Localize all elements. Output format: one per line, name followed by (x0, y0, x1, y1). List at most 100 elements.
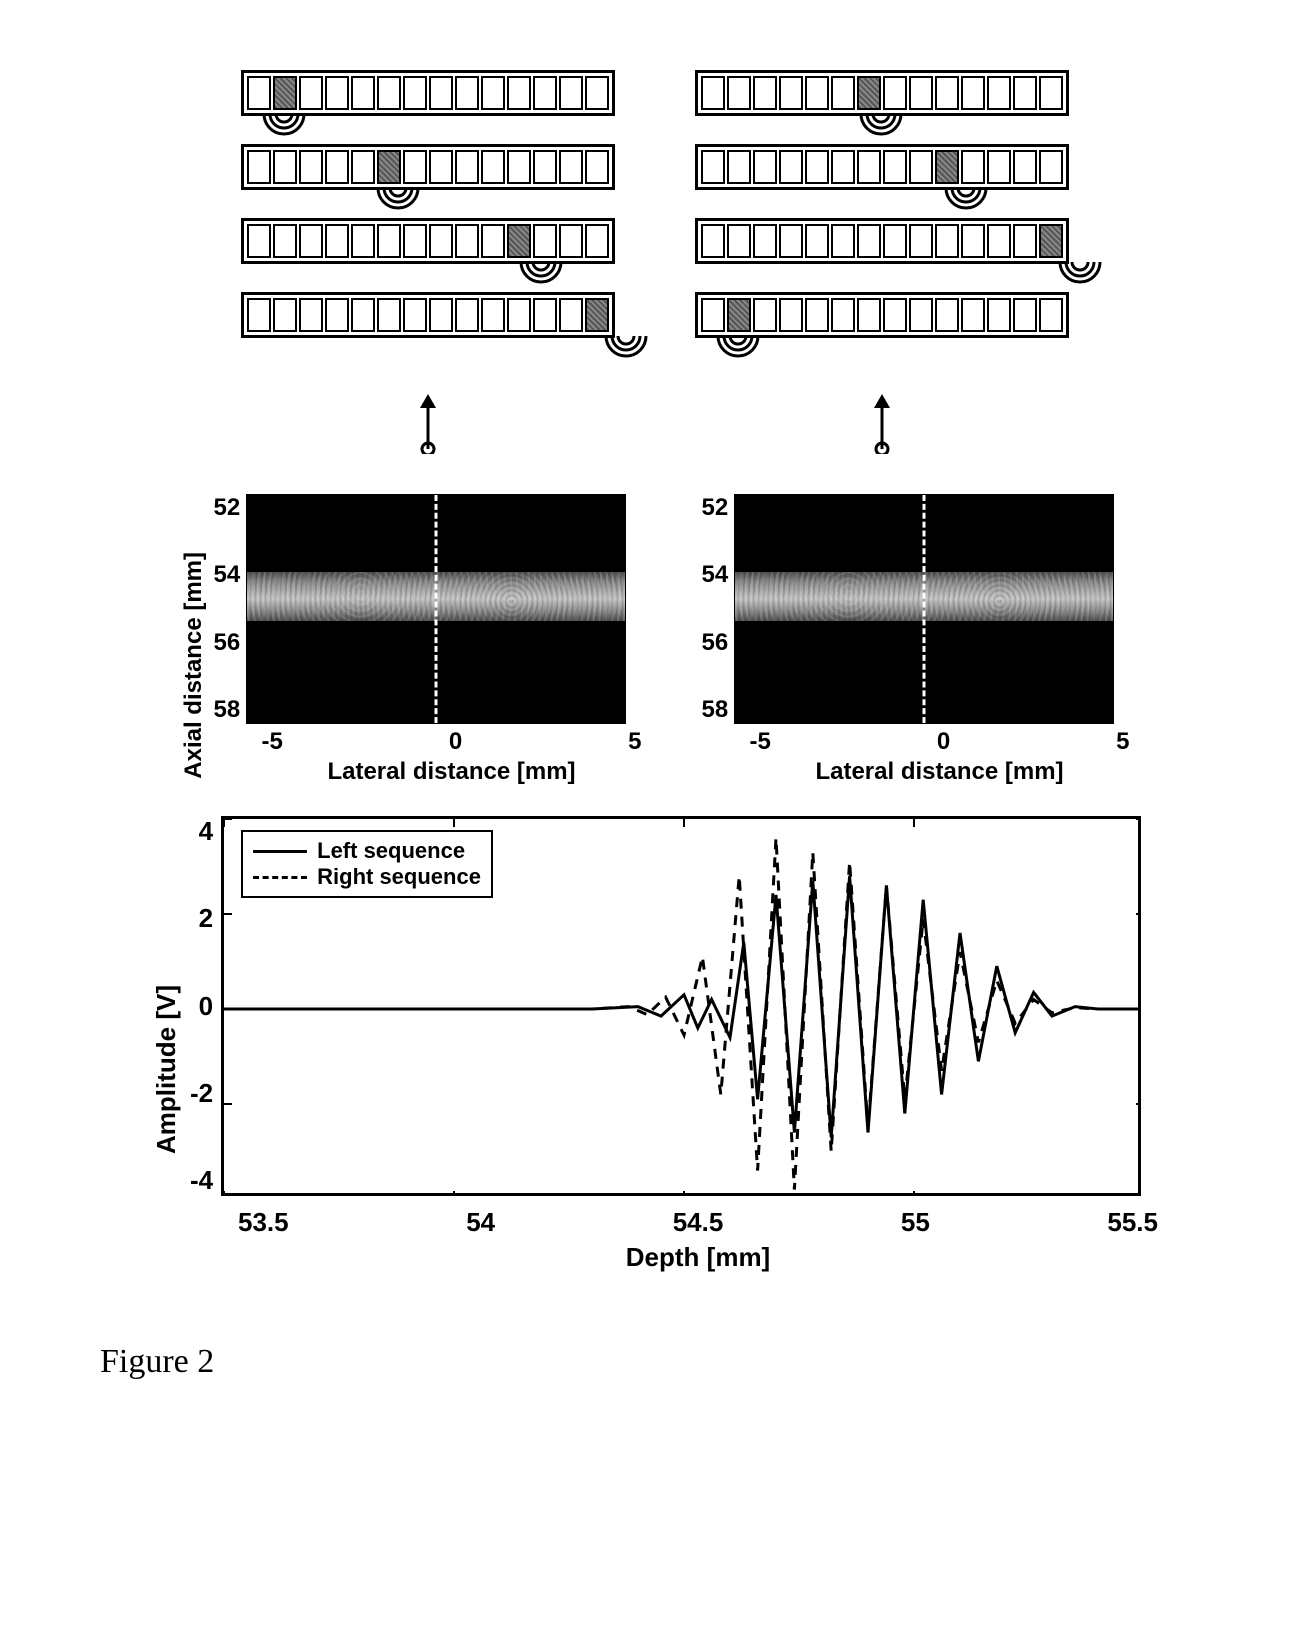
transducer-element (753, 298, 777, 332)
bmode-xticks: -5 0 5 (262, 728, 642, 756)
ytick: -2 (190, 1078, 213, 1109)
bmode-yticks: 52 54 56 58 (702, 494, 735, 724)
transducer-element (1013, 298, 1037, 332)
transducer-array (241, 292, 615, 338)
transducer-element (779, 150, 803, 184)
transducer-element-active (727, 298, 751, 332)
transducer-element (455, 298, 479, 332)
left-sequence-column (241, 70, 615, 454)
ytick: 52 (214, 494, 241, 522)
transducer-element (805, 76, 829, 110)
wave-arcs-row (695, 264, 1069, 292)
array-sequences-row (100, 70, 1209, 454)
transducer-element (585, 150, 609, 184)
transducer-element (481, 224, 505, 258)
wave-arcs-row (241, 264, 615, 292)
transducer-element-active (1039, 224, 1063, 258)
figure-caption: Figure 2 (100, 1343, 1209, 1381)
transducer-element (507, 150, 531, 184)
transducer-element (247, 298, 271, 332)
transducer-element (831, 224, 855, 258)
ytick: 56 (214, 629, 241, 657)
transducer-element (857, 298, 881, 332)
wave-arcs-row (241, 338, 615, 366)
transducer-element (273, 150, 297, 184)
transducer-element-active (273, 76, 297, 110)
transducer-element (961, 76, 985, 110)
transducer-array (695, 218, 1069, 264)
waveform-legend: Left sequence Right sequence (241, 830, 493, 898)
bmode-yticks: 52 54 56 58 (214, 494, 247, 724)
waveform-xlabel: Depth [mm] (238, 1242, 1158, 1273)
transducer-element (403, 76, 427, 110)
xtick: -5 (750, 728, 771, 756)
transducer-element (351, 76, 375, 110)
transducer-element (559, 298, 583, 332)
waveform-yticks: 4 2 0 -2 -4 (190, 816, 221, 1196)
array-bar-group (695, 218, 1069, 292)
transducer-element-active (507, 224, 531, 258)
figure-2: Axial distance [mm] 52 54 56 58 (100, 70, 1209, 1381)
transducer-element-active (377, 150, 401, 184)
transducer-element (377, 224, 401, 258)
transducer-element (507, 76, 531, 110)
transducer-element (455, 150, 479, 184)
left-sequence-trace (224, 876, 1141, 1137)
transducer-element (935, 76, 959, 110)
ytick: -4 (190, 1165, 213, 1196)
bmode-ylabel: Axial distance [mm] (180, 502, 208, 779)
bmode-xticks: -5 0 5 (750, 728, 1130, 756)
wave-arcs-row (695, 116, 1069, 144)
transducer-element (585, 224, 609, 258)
wave-arcs-icon (596, 336, 656, 366)
legend-item-right: Right sequence (253, 864, 481, 890)
transducer-element (429, 76, 453, 110)
ytick: 56 (702, 629, 729, 657)
transducer-element (559, 150, 583, 184)
transducer-element (1013, 150, 1037, 184)
transducer-element (533, 150, 557, 184)
transducer-element (481, 76, 505, 110)
transducer-element (1013, 224, 1037, 258)
ytick: 54 (702, 561, 729, 589)
transducer-element (935, 224, 959, 258)
legend-line-dashed-icon (253, 876, 307, 879)
transducer-element (559, 224, 583, 258)
transducer-element (961, 298, 985, 332)
array-bar-group (695, 292, 1069, 366)
transducer-element (701, 298, 725, 332)
transducer-element (533, 76, 557, 110)
transducer-element (299, 298, 323, 332)
transducer-element (831, 76, 855, 110)
transducer-element (779, 298, 803, 332)
transducer-array (241, 218, 615, 264)
transducer-array (695, 144, 1069, 190)
ytick: 54 (214, 561, 241, 589)
bmode-left: Axial distance [mm] 52 54 56 58 (180, 494, 642, 786)
wave-arcs-row (695, 338, 1069, 366)
bmode-xlabel: Lateral distance [mm] (262, 758, 642, 786)
xtick: 5 (1116, 728, 1129, 756)
transducer-element (701, 76, 725, 110)
transducer-element (325, 150, 349, 184)
xtick: 54 (466, 1207, 495, 1238)
transducer-element (727, 76, 751, 110)
right-sequence-column (695, 70, 1069, 454)
transducer-element (883, 224, 907, 258)
transducer-element (805, 150, 829, 184)
transducer-element (403, 298, 427, 332)
transducer-element (455, 76, 479, 110)
transducer-element (403, 224, 427, 258)
xtick: 53.5 (238, 1207, 289, 1238)
center-line (435, 495, 438, 723)
legend-item-left: Left sequence (253, 838, 481, 864)
ytick: 58 (214, 696, 241, 724)
transducer-element (325, 298, 349, 332)
transducer-element (325, 224, 349, 258)
bmode-xlabel: Lateral distance [mm] (750, 758, 1130, 786)
transducer-element (299, 224, 323, 258)
transducer-element (935, 298, 959, 332)
right-array-set (695, 70, 1069, 366)
transducer-element (351, 150, 375, 184)
bmode-right: 52 54 56 58 -5 0 (702, 494, 1130, 786)
